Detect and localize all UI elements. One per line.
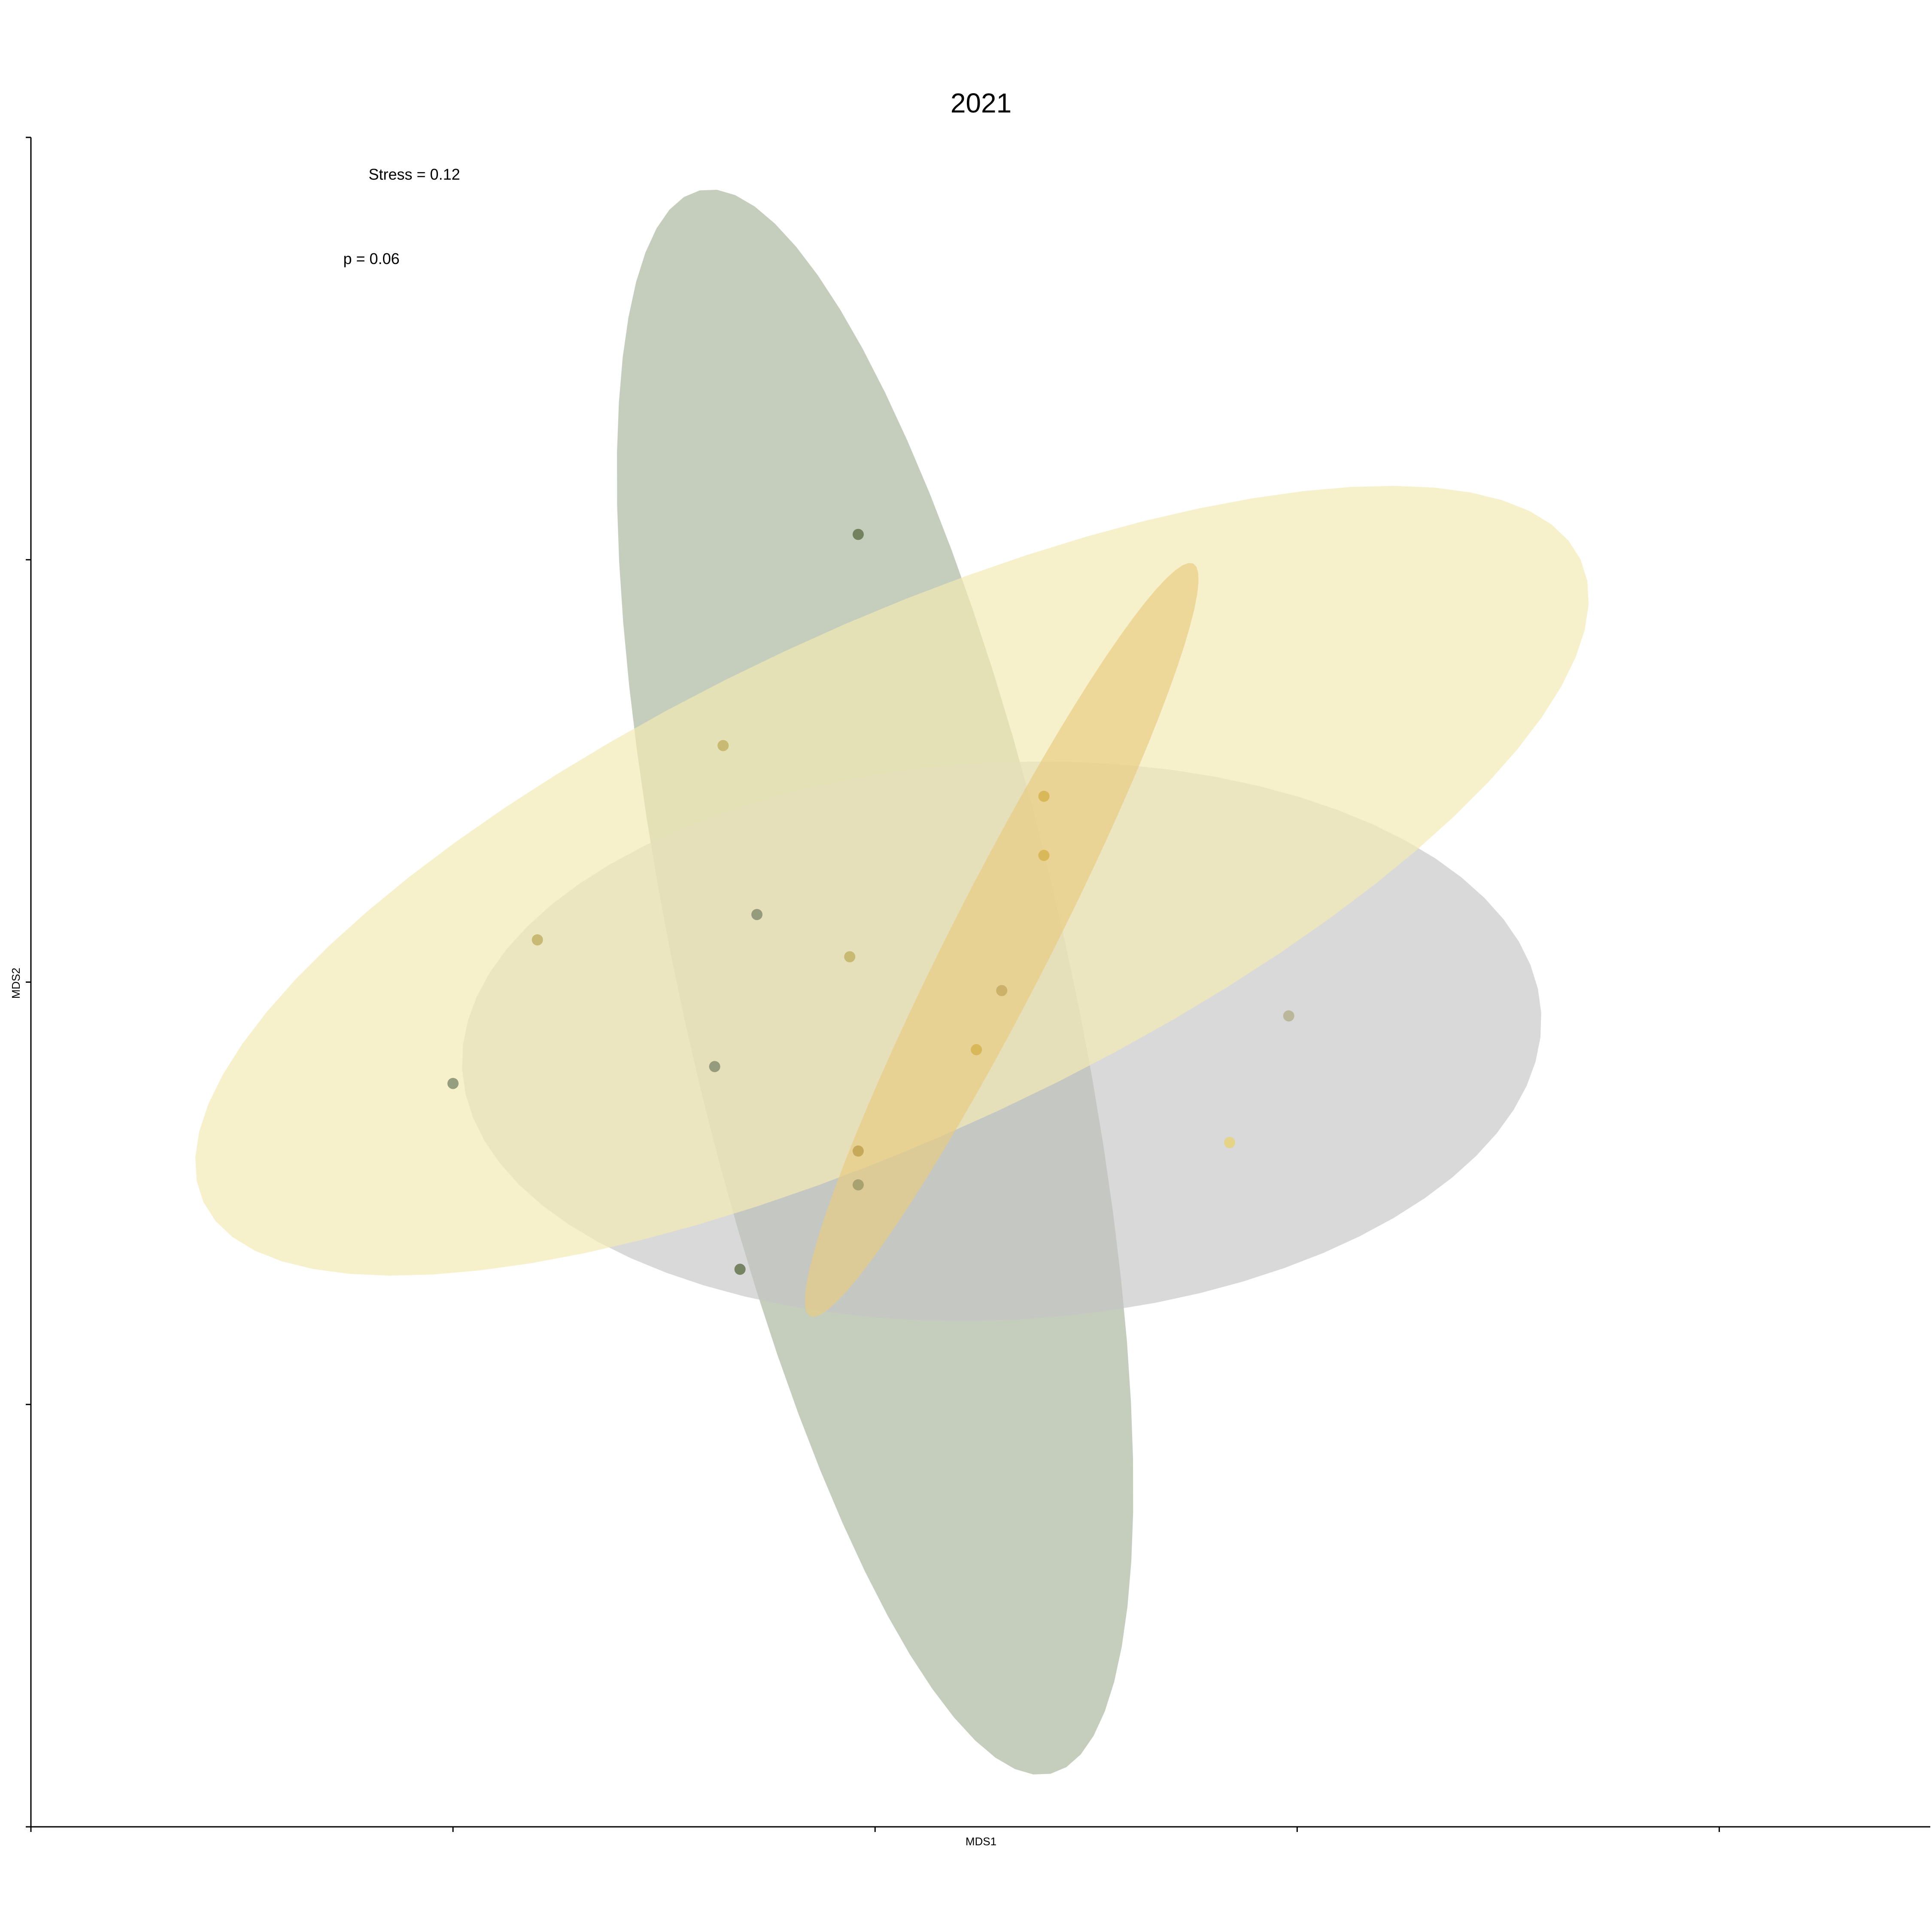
y-axis-label: MDS2 [9, 968, 22, 999]
point-group-3-1 [717, 740, 729, 751]
axes-layer [26, 137, 1930, 1832]
points-layer [447, 529, 1294, 1275]
x-axis-label: MDS1 [966, 1835, 996, 1848]
point-group-1-4 [709, 1061, 720, 1072]
chart-title: 2021 [951, 88, 1012, 118]
point-group-4-2 [1038, 850, 1050, 861]
point-group-3-3 [844, 951, 856, 963]
point-group-4-5 [852, 1145, 864, 1157]
point-group-2-1 [1283, 1010, 1294, 1022]
group-3-ellipse [195, 486, 1589, 1276]
point-group-4-1 [1038, 790, 1050, 802]
point-group-1-1 [852, 529, 864, 540]
annotation-layer: Stress = 0.12 p = 0.06 [343, 165, 460, 267]
point-group-3-4 [1224, 1137, 1235, 1148]
point-group-1-2 [734, 1264, 746, 1275]
point-group-1-3 [751, 909, 762, 920]
group-4-ellipse [805, 563, 1199, 1317]
point-group-2-2 [852, 1179, 864, 1191]
point-group-1-5 [447, 1078, 459, 1089]
ellipse-layer [195, 190, 1589, 1774]
point-group-3-2 [532, 934, 543, 946]
point-group-4-4 [971, 1044, 982, 1055]
annotation-2: p = 0.06 [343, 250, 400, 267]
annotation-1: Stress = 0.12 [369, 165, 460, 183]
point-group-4-3 [996, 985, 1008, 996]
